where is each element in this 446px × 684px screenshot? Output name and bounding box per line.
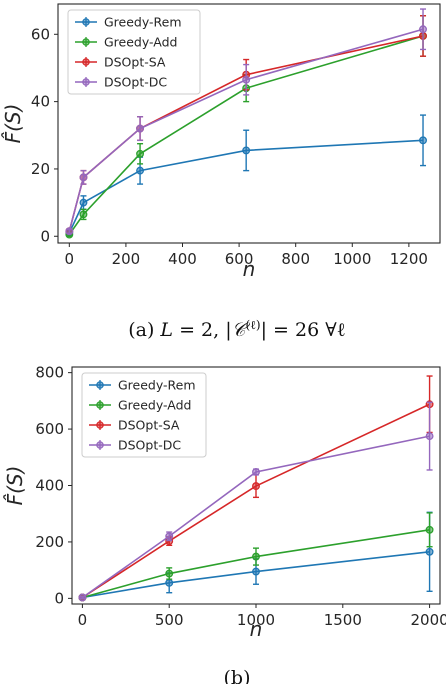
legend-label-dsopt-sa: DSOpt-SA — [104, 55, 166, 70]
legend-swatch-marker — [96, 381, 104, 389]
legend-label-greedy-add: Greedy-Add — [104, 35, 177, 50]
x-tick-label: 2000 — [410, 611, 446, 629]
data-point — [78, 593, 87, 602]
plot-frame — [57, 3, 441, 244]
x-tick-label: 800 — [281, 250, 310, 268]
y-axis-label: F̂(S) — [1, 104, 25, 144]
data-point — [136, 149, 145, 158]
legend-label-greedy-add: Greedy-Add — [118, 398, 191, 413]
x-axis-label: n — [250, 617, 263, 641]
series-line-dsopt-sa — [81, 403, 430, 599]
data-point — [165, 569, 174, 578]
data-point — [252, 468, 260, 476]
data-point — [252, 552, 260, 561]
data-point — [165, 532, 174, 541]
legend-swatch-marker — [82, 78, 90, 86]
x-tick-label: 1000 — [333, 250, 371, 268]
y-tick-label: 600 — [35, 420, 64, 438]
series-line-greedy-add — [82, 529, 430, 599]
x-axis-label: n — [243, 257, 256, 281]
x-tick-label: 1200 — [390, 250, 428, 268]
y-axis-label: F̂(S) — [3, 466, 27, 506]
data-point — [242, 75, 251, 84]
data-point — [252, 567, 260, 576]
legend-swatch-marker — [96, 401, 104, 409]
data-point — [419, 136, 427, 145]
x-tick-label: 600 — [225, 250, 254, 268]
y-tick-label: 800 — [35, 364, 64, 382]
x-tick-label: 1000 — [237, 611, 275, 629]
y-tick-label: 20 — [31, 160, 50, 178]
legend-swatch-marker — [96, 421, 104, 429]
x-tick-label: 400 — [168, 250, 197, 268]
series-line-dsopt-dc — [81, 435, 430, 599]
y-tick-label: 200 — [35, 533, 64, 551]
y-tick-label: 400 — [35, 477, 64, 495]
data-point — [425, 525, 434, 534]
data-point — [79, 198, 88, 207]
legend-swatch-marker — [82, 18, 90, 26]
legend-label-dsopt-dc: DSOpt-DC — [118, 438, 181, 453]
legend-label-greedy-rem: Greedy-Rem — [118, 378, 196, 393]
y-tick-label: 60 — [31, 25, 50, 43]
x-tick-label: 1500 — [324, 611, 362, 629]
data-point — [419, 25, 427, 34]
data-point — [425, 547, 434, 556]
y-tick-label: 40 — [31, 93, 50, 111]
data-point — [65, 227, 74, 236]
x-tick-label: 0 — [65, 250, 75, 268]
data-point — [242, 146, 251, 155]
data-point — [79, 210, 88, 219]
legend-swatch-marker — [96, 441, 104, 449]
x-tick-label: 500 — [155, 611, 184, 629]
data-point — [425, 432, 434, 441]
data-point — [136, 166, 145, 175]
x-tick-label: 0 — [78, 611, 88, 629]
legend-box — [67, 9, 201, 95]
legend-label-dsopt-sa: DSOpt-SA — [118, 418, 180, 433]
chart-panel-b: 0 500 1000 1500 2000 0 200 400 600 800 n F̂(S) Greed… — [3, 364, 446, 641]
y-tick-label: 0 — [40, 227, 50, 245]
legend-label-greedy-rem: Greedy-Rem — [104, 15, 182, 30]
chart-panel-a: 0 200 400 600 800 1000 1200 0 20 40 60 n F̂(S) Greedy… — [1, 3, 441, 281]
legend-swatch-marker — [82, 58, 90, 66]
caption-a: (a) L = 2, |𝒞(ℓ)| = 26 ∀ℓ — [128, 318, 346, 341]
legend-box — [81, 372, 207, 458]
series-line-greedy-rem — [82, 551, 430, 599]
data-point — [252, 482, 260, 491]
legend-label-dsopt-dc: DSOpt-DC — [104, 75, 167, 90]
x-tick-label: 200 — [112, 250, 141, 268]
data-point — [165, 578, 174, 587]
caption-b: (b) — [224, 667, 251, 684]
data-point — [136, 124, 145, 133]
data-point — [79, 173, 88, 182]
legend-swatch-marker — [82, 38, 90, 46]
y-tick-label: 0 — [54, 589, 64, 607]
